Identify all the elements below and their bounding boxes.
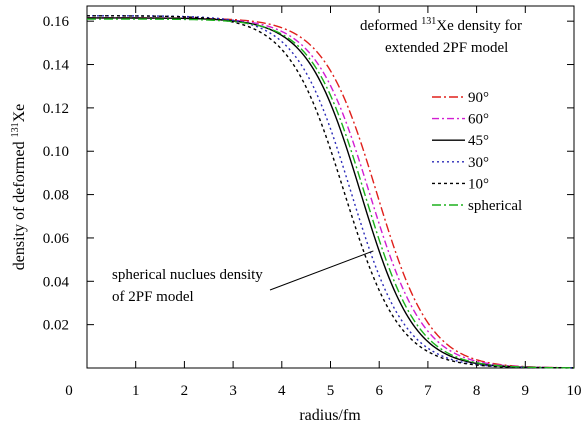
x-tick-label: 7 <box>424 383 432 399</box>
x-tick-label: 4 <box>278 383 286 399</box>
legend: 90° 60° 45° 30° 10° spherical <box>432 90 522 214</box>
annotation-line1: spherical nuclues density <box>112 267 263 283</box>
y-tick-labels: 0.02 0.04 0.06 0.08 0.10 0.12 0.14 0.16 <box>43 14 70 333</box>
plot-frame <box>86 5 575 369</box>
legend-label: spherical <box>468 198 522 214</box>
annotation-pointer <box>269 250 374 291</box>
title-suffix: Xe density for <box>436 18 522 34</box>
x-tick-label: 3 <box>229 383 237 399</box>
x-tick-label: 2 <box>181 383 189 399</box>
curves <box>86 15 575 369</box>
annotation-line2: of 2PF model <box>112 289 194 305</box>
x-axis-title: radius/fm <box>299 407 361 424</box>
legend-label: 30° <box>468 155 489 171</box>
x-tick-label: 1 <box>132 383 140 399</box>
y-axis-title-prefix: density of deformed <box>11 137 28 270</box>
axis-ticks <box>86 6 575 368</box>
x-tick-label: 8 <box>473 383 481 399</box>
y-tick-label: 0.02 <box>43 318 69 334</box>
legend-label: 90° <box>468 90 489 106</box>
y-tick-label: 0.08 <box>43 188 69 204</box>
chart-title-line2: extended 2PF model <box>385 40 508 56</box>
y-tick-label: 0.04 <box>43 274 70 290</box>
x-tick-label: 5 <box>327 383 335 399</box>
y-tick-label: 0.14 <box>43 58 70 74</box>
y-axis-title: density of deformed 131Xe <box>10 104 28 271</box>
title-prefix: deformed <box>360 18 421 34</box>
chart-title-line1: deformed 131Xe density for <box>360 16 522 34</box>
x-tick-label: 10 <box>567 383 582 399</box>
x-tick-label: 0 <box>65 383 73 399</box>
y-axis-title-sup: 131 <box>10 122 21 137</box>
x-tick-label: 6 <box>375 383 383 399</box>
y-tick-label: 0.10 <box>43 144 69 160</box>
legend-label: 45° <box>468 133 489 149</box>
series-line <box>87 15 575 369</box>
series-line <box>87 17 575 369</box>
x-tick-label: 9 <box>522 383 530 399</box>
legend-label: 60° <box>468 112 489 128</box>
y-tick-label: 0.12 <box>43 101 69 117</box>
series-line <box>86 17 575 369</box>
series-line <box>87 18 575 369</box>
x-tick-labels: 0 1 2 3 4 5 6 7 8 9 10 <box>65 383 581 399</box>
legend-label: 10° <box>468 176 489 192</box>
series-line <box>87 15 575 369</box>
title-sup: 131 <box>421 16 436 27</box>
y-tick-label: 0.06 <box>43 231 70 247</box>
y-tick-label: 0.16 <box>43 14 70 30</box>
y-axis-title-suffix: Xe <box>11 104 28 123</box>
